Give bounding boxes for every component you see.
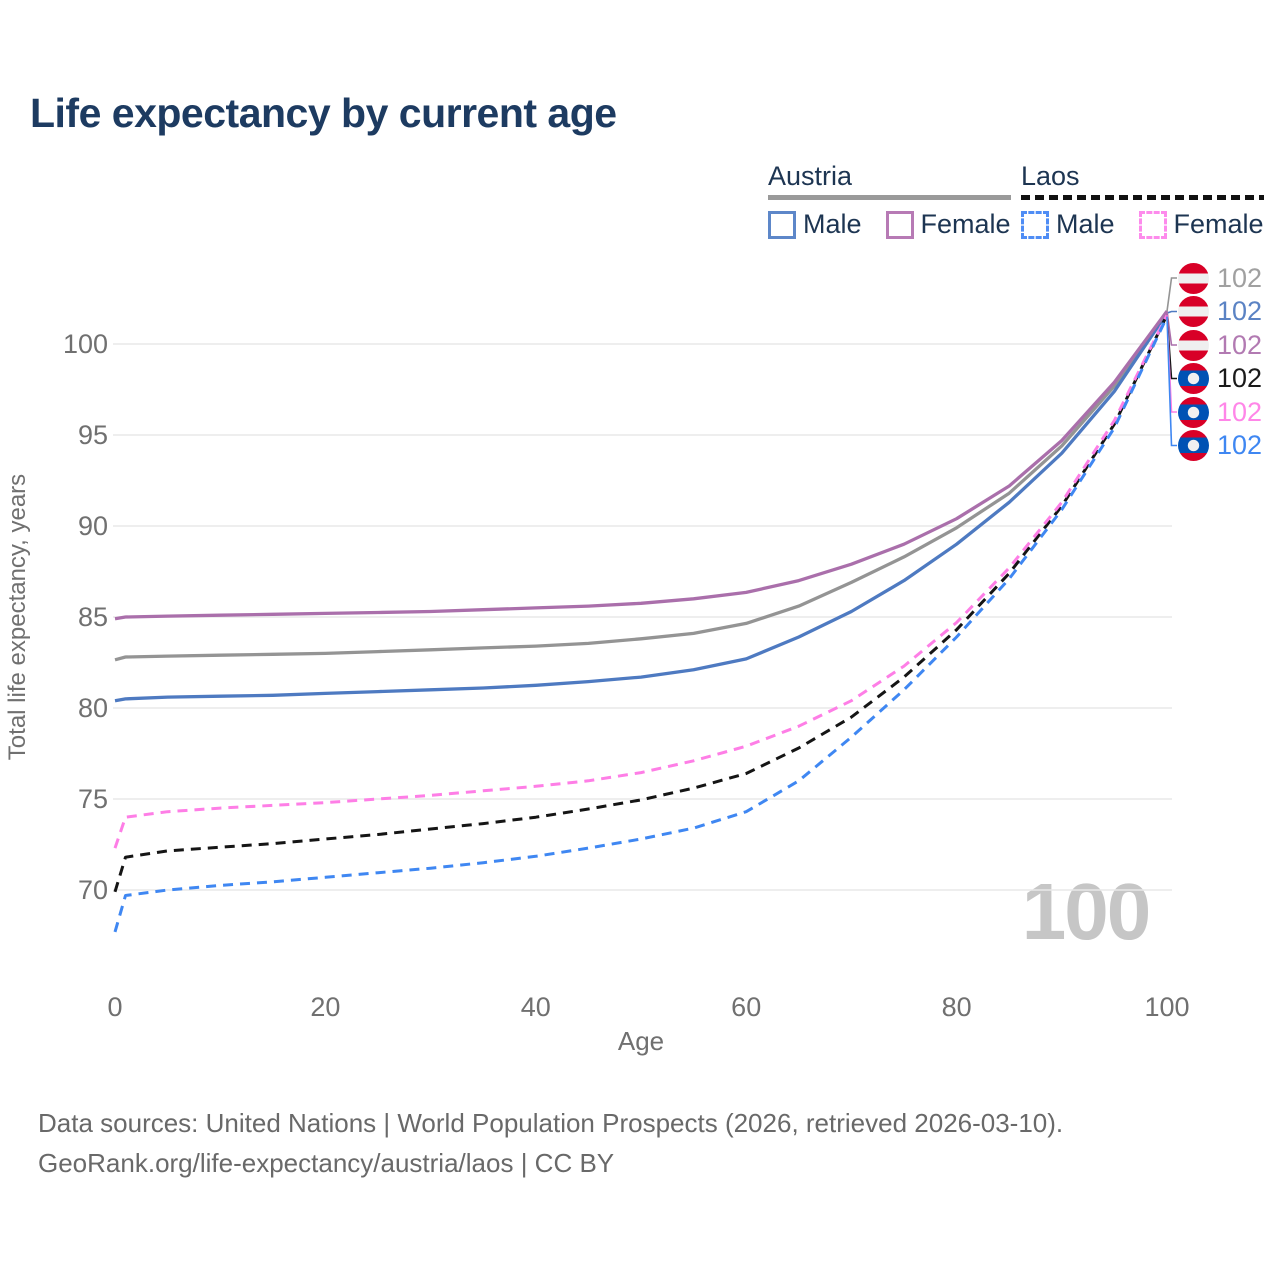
end-value: 102 (1217, 430, 1263, 460)
x-tick-label: 40 (521, 992, 551, 1022)
austria-male-checkbox-icon (768, 210, 796, 239)
x-tick-label: 60 (731, 992, 761, 1022)
laos-male-checkbox-icon (1021, 210, 1049, 239)
series-line-laos-total (113, 314, 1169, 893)
page-title: Life expectancy by current age (30, 90, 617, 136)
series-end-label-austria-total: 102 (1178, 262, 1263, 294)
austria-flag-icon (1178, 329, 1209, 361)
series-line-austria-total (114, 310, 1169, 662)
legend-label: Female (920, 209, 1011, 239)
laos-female-checkbox-icon (1138, 210, 1167, 239)
x-tick-label: 0 (107, 992, 122, 1022)
y-tick-label: 90 (78, 511, 108, 541)
y-tick-label: 75 (78, 784, 108, 814)
legend-item-laos-male[interactable]: Male (1021, 209, 1115, 240)
footer-attribution: GeoRank.org/life-expectancy/austria/laos… (38, 1148, 615, 1178)
x-tick-label: 100 (1144, 992, 1189, 1022)
y-tick-label: 85 (78, 602, 108, 632)
series-end-label-laos-total: 102 (1178, 363, 1262, 394)
legend-label: Female (1173, 209, 1264, 239)
end-label-leader-austria-female (1166, 311, 1177, 346)
austria-female-checkbox-icon (885, 210, 914, 239)
y-axis-title: Total life expectancy, years (4, 473, 31, 761)
legend-label: Male (803, 209, 862, 239)
series-line-laos-female (113, 314, 1169, 849)
end-value: 102 (1217, 296, 1263, 326)
x-tick-label: 20 (310, 992, 340, 1022)
series-line-austria-female (114, 310, 1169, 621)
legend-row-austria: Male Female (768, 209, 1011, 240)
y-tick-label: 80 (78, 693, 108, 723)
footer-data-sources: Data sources: United Nations | World Pop… (38, 1108, 1064, 1138)
end-label-leader-austria-male (1166, 310, 1177, 314)
legend-label: Male (1056, 209, 1115, 239)
legend-group-laos: Laos Male Female (1021, 161, 1264, 240)
end-value: 102 (1217, 396, 1263, 427)
legend-group-austria: Austria Male Female (768, 161, 1011, 240)
end-label-leader-laos-male (1166, 316, 1177, 447)
x-axis-title: Age (617, 1026, 665, 1056)
austria-solid-line-swatch (768, 195, 1011, 200)
laos-dashed-line-swatch (1021, 195, 1264, 200)
austria-flag-icon (1178, 296, 1209, 327)
legend-laos-title: Laos (1021, 161, 1080, 191)
austria-flag-icon (1178, 262, 1209, 294)
series-end-label-laos-male: 102 (1178, 430, 1262, 461)
legend-item-austria-female[interactable]: Female (885, 209, 1011, 240)
end-value: 102 (1217, 363, 1263, 393)
series-end-label-laos-female: 102 (1178, 396, 1263, 428)
end-label-leader-austria-total (1166, 277, 1177, 312)
laos-flag-icon (1178, 430, 1209, 461)
series-end-label-austria-male: 102 (1178, 296, 1262, 327)
y-tick-label: 100 (63, 329, 108, 359)
legend-item-laos-female[interactable]: Female (1138, 209, 1264, 240)
x-tick-label: 80 (942, 992, 972, 1022)
end-value: 102 (1217, 329, 1263, 360)
current-age-watermark: 100 (1021, 867, 1151, 956)
series-line-austria-male (114, 312, 1169, 703)
series-line-laos-male (113, 316, 1169, 933)
end-value: 102 (1217, 262, 1263, 293)
laos-flag-icon (1178, 363, 1209, 394)
legend-row-laos: Male Female (1021, 209, 1264, 240)
y-tick-label: 70 (78, 875, 108, 905)
y-tick-label: 95 (78, 420, 108, 450)
series-end-label-austria-female: 102 (1178, 329, 1263, 361)
laos-flag-icon (1178, 396, 1209, 428)
legend-item-austria-male[interactable]: Male (768, 209, 862, 240)
legend-austria-title: Austria (768, 161, 853, 191)
